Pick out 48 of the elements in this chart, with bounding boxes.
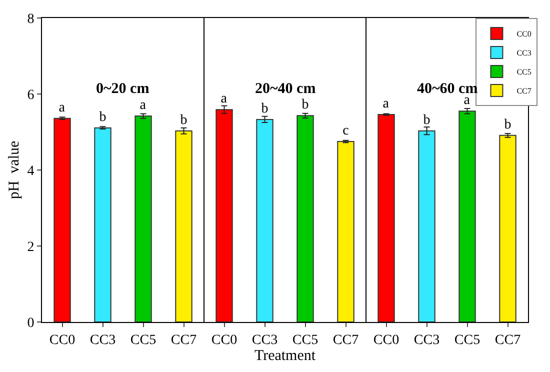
bar	[256, 118, 274, 322]
x-tick-label: CC7	[332, 332, 359, 348]
data-label: a	[140, 98, 147, 114]
x-tick-label: CC3	[414, 332, 440, 348]
data-label: b	[302, 98, 309, 113]
annotation: 20~40 cm	[255, 81, 316, 97]
legend-label: CC5	[516, 68, 532, 77]
data-label: b	[504, 117, 512, 132]
bar	[94, 127, 112, 322]
x-tick-label: CC5	[454, 332, 480, 348]
data-label: b	[180, 112, 188, 128]
bar	[296, 115, 314, 322]
bar	[378, 114, 395, 322]
data-label: c	[342, 124, 349, 138]
x-tick-label: CC0	[211, 332, 238, 348]
bar	[134, 116, 152, 322]
data-label: b	[423, 112, 430, 128]
x-tick-label: CC3	[90, 332, 116, 348]
y-tick-label: 2	[27, 240, 34, 255]
bar	[216, 109, 233, 322]
x-tick-label: CC5	[130, 332, 156, 348]
legend-label: CC3	[516, 48, 532, 58]
data-label: a	[220, 92, 228, 107]
bar	[418, 130, 436, 322]
y-tick-label: 8	[27, 12, 34, 27]
data-label: a	[58, 100, 66, 116]
x-tick-label: CC0	[373, 332, 400, 348]
x-tick-label: CC7	[494, 332, 521, 348]
y-tick-label: 6	[27, 88, 34, 103]
data-label: b	[99, 110, 106, 125]
bar	[499, 134, 516, 322]
legend-label: CC7	[516, 86, 532, 96]
y-tick-label: 0	[27, 316, 34, 331]
bar	[175, 130, 192, 322]
bar	[337, 141, 354, 322]
data-label: b	[261, 101, 268, 116]
bar	[54, 118, 71, 322]
y-tick-label: 4	[27, 164, 34, 179]
bar	[458, 110, 476, 322]
x-tick-label: CC0	[49, 332, 76, 348]
x-tick-label: CC7	[170, 332, 197, 348]
legend-label: CC0	[516, 30, 532, 39]
annotation: 0~20 cm	[96, 81, 150, 97]
data-label: a	[382, 96, 390, 112]
x-tick-label: CC5	[292, 332, 318, 348]
x-tick-label: CC3	[252, 332, 278, 348]
x-axis-title: Treatment	[254, 348, 316, 364]
y-axis-title: pH value	[6, 140, 22, 200]
